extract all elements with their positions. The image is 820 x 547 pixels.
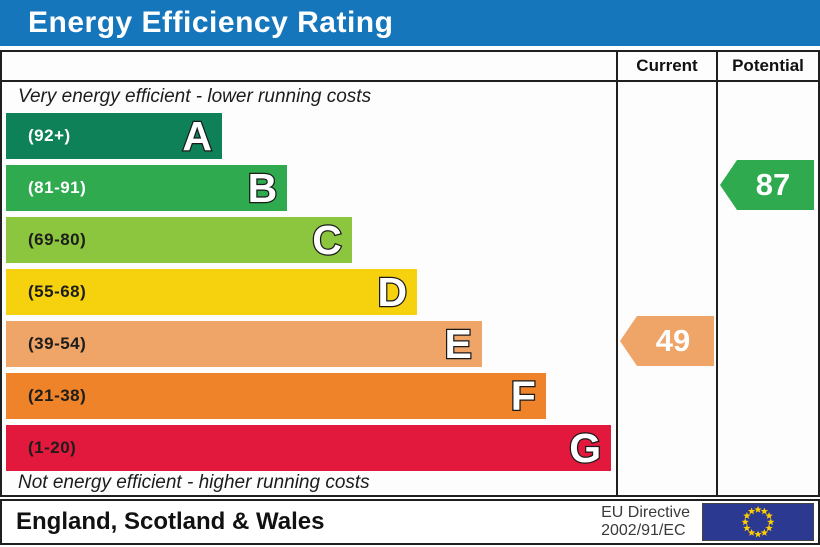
title-bar: Energy Efficiency Rating	[0, 0, 820, 46]
rating-bands: (92+) A (81-91) B (69-80) C (55-68) D (3…	[6, 112, 616, 477]
potential-column-divider	[716, 52, 718, 495]
header-divider	[2, 80, 818, 82]
region-label: England, Scotland & Wales	[16, 508, 325, 535]
current-column-divider	[616, 52, 618, 495]
column-header-potential: Potential	[732, 56, 804, 75]
eu-directive-label: EU Directive 2002/91/EC	[601, 504, 690, 540]
band-c-range: (69-80)	[28, 230, 87, 249]
band-e-range: (39-54)	[28, 334, 87, 353]
band-b-range: (81-91)	[28, 178, 87, 197]
current-rating-value: 49	[655, 323, 691, 358]
band-b-letter: B	[246, 164, 278, 213]
page-title: Energy Efficiency Rating	[28, 6, 394, 39]
band-g-letter: G	[568, 424, 602, 473]
band-c-letter: C	[311, 216, 343, 265]
caption-not-efficient: Not energy efficient - higher running co…	[18, 472, 370, 493]
band-b: (81-91) B	[6, 164, 288, 213]
band-a: (92+) A	[6, 112, 222, 161]
band-d-letter: D	[376, 268, 408, 317]
band-d-range: (55-68)	[28, 282, 87, 301]
band-e: (39-54) E	[6, 320, 482, 369]
potential-rating-value: 87	[755, 167, 791, 202]
band-a-letter: A	[181, 112, 213, 161]
eu-flag	[702, 503, 814, 541]
column-header-current: Current	[636, 56, 698, 75]
eu-directive-line1: EU Directive	[601, 504, 690, 521]
band-d: (55-68) D	[6, 268, 418, 317]
band-f-letter: F	[510, 372, 538, 421]
eu-directive-line2: 2002/91/EC	[601, 522, 686, 539]
current-rating-arrow: 49	[620, 316, 714, 366]
band-g-range: (1-20)	[28, 438, 77, 457]
band-f-range: (21-38)	[28, 386, 87, 405]
band-g: (1-20) G	[6, 424, 612, 473]
footer-bar: England, Scotland & Wales EU Directive 2…	[0, 499, 820, 545]
band-f: (21-38) F	[6, 372, 546, 421]
band-e-letter: E	[443, 320, 473, 369]
band-c: (69-80) C	[6, 216, 352, 265]
band-a-range: (92+)	[28, 126, 71, 145]
rating-table: Current Potential Very energy efficient …	[0, 50, 820, 497]
caption-very-efficient: Very energy efficient - lower running co…	[18, 86, 372, 107]
potential-rating-arrow: 87	[720, 160, 814, 210]
